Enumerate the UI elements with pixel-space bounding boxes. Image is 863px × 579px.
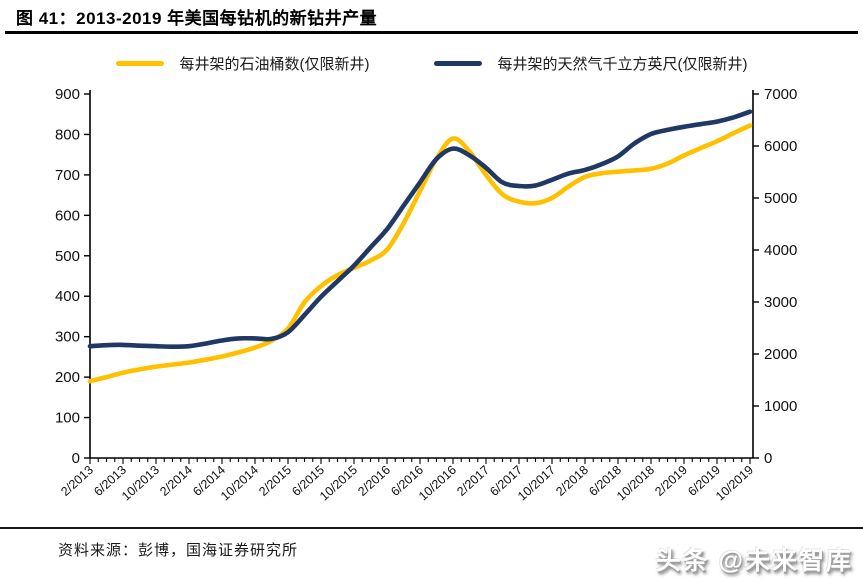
x-axis-tick-label: 2/2013 (58, 463, 96, 499)
title-underline (5, 31, 858, 34)
x-axis-tick-label: 10/2018 (614, 463, 657, 504)
right-axis-tick-label: 4000 (764, 242, 797, 259)
x-axis-tick-label: 2/2017 (454, 463, 492, 499)
footer-divider (0, 527, 863, 529)
right-axis-tick-label: 3000 (764, 294, 797, 311)
x-axis-tick-label: 2/2014 (157, 463, 195, 499)
gas-line-swatch (433, 61, 482, 66)
x-axis-tick-label: 10/2015 (317, 463, 360, 504)
legend-item-gas: 每井架的天然气千立方英尺(仅限新井) (433, 53, 748, 74)
source-note: 资料来源：彭博，国海证券研究所 (58, 543, 299, 559)
chart-title: 图 41：2013-2019 年美国每钻机的新钻井产量 (16, 9, 378, 28)
x-axis-tick-label: 2/2018 (553, 463, 591, 499)
chart-legend: 每井架的石油桶数(仅限新井) 每井架的天然气千立方英尺(仅限新井) (0, 53, 863, 74)
x-axis-tick-label: 10/2013 (119, 463, 162, 504)
gas-legend-label: 每井架的天然气千立方英尺(仅限新井) (497, 56, 748, 73)
right-axis-tick-label: 7000 (764, 86, 797, 103)
right-axis-tick-label: 0 (764, 450, 772, 467)
left-axis-tick-label: 500 (55, 248, 80, 265)
left-axis-tick-label: 600 (55, 207, 80, 224)
x-axis-tick-label: 10/2019 (713, 463, 756, 504)
x-axis-tick-label: 10/2017 (515, 463, 558, 504)
oil-series-line (87, 123, 753, 384)
legend-item-oil: 每井架的石油桶数(仅限新井) (115, 53, 370, 74)
oil-line-swatch (115, 61, 164, 66)
right-axis-tick-label: 6000 (764, 138, 797, 155)
right-axis-tick-label: 1000 (764, 398, 797, 415)
left-axis-tick-label: 800 (55, 126, 80, 143)
x-axis-tick-label: 10/2016 (416, 463, 459, 504)
gas-series-line (87, 109, 753, 349)
left-axis-tick-label: 400 (55, 288, 80, 305)
left-axis-tick-label: 100 (55, 410, 80, 427)
x-axis-tick-label: 2/2019 (652, 463, 690, 499)
line-chart: 0 100 200 300 400 500 600 700 800 900 0 1000 2000 300… (55, 86, 797, 504)
right-axis-tick-label: 5000 (764, 190, 797, 207)
left-axis-tick-label: 900 (55, 86, 80, 103)
watermark: 头条 @未来智库 (655, 547, 853, 575)
left-axis-tick-label: 700 (55, 167, 80, 184)
left-axis-tick-label: 0 (72, 450, 80, 467)
x-axis-tick-label: 10/2014 (218, 463, 261, 504)
oil-legend-label: 每井架的石油桶数(仅限新井) (179, 56, 370, 73)
left-axis-tick-label: 200 (55, 369, 80, 386)
right-axis-tick-label: 2000 (764, 346, 797, 363)
left-axis-tick-label: 300 (55, 329, 80, 346)
x-axis-tick-label: 2/2015 (256, 463, 294, 499)
x-axis-tick-label: 2/2016 (355, 463, 393, 499)
